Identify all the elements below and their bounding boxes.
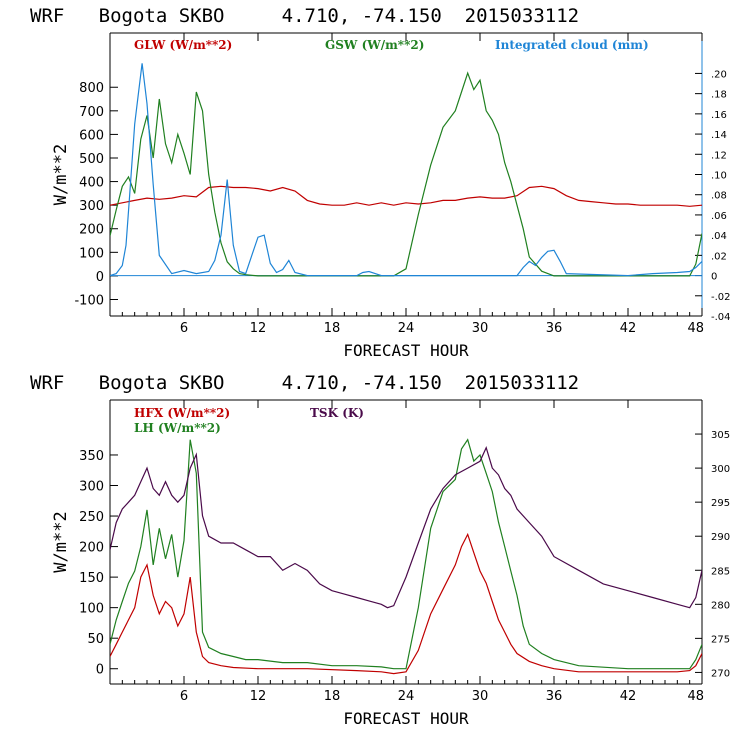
x-tick-label: 30 bbox=[472, 689, 489, 704]
y-tick-label: 100 bbox=[79, 602, 104, 617]
x-axis-label: FORECAST HOUR bbox=[343, 341, 469, 360]
y-tick-label: 300 bbox=[79, 199, 104, 214]
x-tick-label: 30 bbox=[472, 321, 489, 336]
y-right-tick-label: .16 bbox=[711, 110, 727, 121]
y-right-tick-label: .14 bbox=[711, 130, 727, 141]
x-tick-label: 36 bbox=[546, 689, 563, 704]
x-tick-label: 18 bbox=[324, 689, 341, 704]
y-axis-label: W/m**2 bbox=[51, 511, 71, 572]
legend-entry-lh: LH (W/m**2) bbox=[134, 421, 221, 435]
y-tick-label: 0 bbox=[96, 270, 104, 285]
legend-entry-tsk: TSK (K) bbox=[310, 406, 364, 420]
y-right-tick-label: 305 bbox=[711, 430, 730, 441]
y-right-tick-label: 280 bbox=[711, 600, 730, 611]
y-tick-label: 600 bbox=[79, 128, 104, 143]
y-right-tick-label: .10 bbox=[711, 171, 727, 182]
x-tick-label: 12 bbox=[250, 321, 267, 336]
y-right-tick-label: .12 bbox=[711, 150, 727, 161]
y-right-tick-label: .18 bbox=[711, 90, 727, 101]
y-tick-label: 800 bbox=[79, 81, 104, 96]
y-right-tick-label: .06 bbox=[711, 211, 727, 222]
legend-entry-gsw: GSW (W/m**2) bbox=[325, 38, 424, 52]
y-tick-label: 250 bbox=[79, 510, 104, 525]
x-tick-label: 48 bbox=[687, 689, 704, 704]
y-right-tick-label: 285 bbox=[711, 566, 730, 577]
series-line-gsw bbox=[110, 71, 702, 277]
y-right-tick-label: -.04 bbox=[711, 312, 731, 323]
y-right-tick-label: .08 bbox=[711, 191, 727, 202]
x-tick-label: 6 bbox=[180, 689, 188, 704]
y-tick-label: 350 bbox=[79, 449, 104, 464]
y-right-tick-label: -.02 bbox=[711, 292, 731, 303]
chart-panel-2 bbox=[109, 399, 703, 685]
x-tick-label: 36 bbox=[546, 321, 563, 336]
legend-entry-hfx: HFX (W/m**2) bbox=[134, 406, 230, 420]
y-tick-label: 50 bbox=[87, 632, 104, 647]
chart-title: WRF Bogota SKBO 4.710, -74.150 201503311… bbox=[30, 5, 579, 27]
y-right-tick-label: 300 bbox=[711, 464, 730, 475]
y-tick-label: 200 bbox=[79, 541, 104, 556]
y-tick-label: 500 bbox=[79, 152, 104, 167]
series-line-cloud bbox=[110, 63, 702, 277]
legend-entry-cloud: Integrated cloud (mm) bbox=[495, 38, 649, 52]
y-tick-label: 400 bbox=[79, 176, 104, 191]
y-right-tick-label: 275 bbox=[711, 634, 730, 645]
x-tick-label: 18 bbox=[324, 321, 341, 336]
x-axis-label: FORECAST HOUR bbox=[343, 709, 469, 728]
chart-panel-1 bbox=[109, 32, 703, 317]
y-tick-label: -100 bbox=[74, 293, 104, 308]
series-line-glw bbox=[110, 185, 702, 207]
y-tick-label: 700 bbox=[79, 105, 104, 120]
y-right-tick-label: 0 bbox=[711, 272, 717, 283]
series-line-hfx bbox=[110, 532, 702, 675]
y-tick-label: 100 bbox=[79, 246, 104, 261]
y-right-tick-label: .04 bbox=[711, 231, 727, 242]
x-tick-label: 24 bbox=[398, 689, 415, 704]
chart-title: WRF Bogota SKBO 4.710, -74.150 201503311… bbox=[30, 372, 579, 394]
legend-entry-glw: GLW (W/m**2) bbox=[134, 38, 232, 52]
y-tick-label: 200 bbox=[79, 223, 104, 238]
y-right-tick-label: 290 bbox=[711, 532, 730, 543]
y-right-tick-label: .02 bbox=[711, 251, 727, 262]
x-tick-label: 42 bbox=[620, 689, 637, 704]
y-tick-label: 300 bbox=[79, 480, 104, 495]
y-right-tick-label: 295 bbox=[711, 498, 730, 509]
x-tick-label: 12 bbox=[250, 689, 267, 704]
y-tick-label: 150 bbox=[79, 571, 104, 586]
x-tick-label: 48 bbox=[687, 321, 704, 336]
y-tick-label: 0 bbox=[96, 663, 104, 678]
x-tick-label: 6 bbox=[180, 321, 188, 336]
y-right-tick-label: 270 bbox=[711, 668, 730, 679]
series-line-lh bbox=[110, 438, 702, 670]
x-tick-label: 42 bbox=[620, 321, 637, 336]
y-axis-label: W/m**2 bbox=[51, 144, 71, 205]
x-tick-label: 24 bbox=[398, 321, 415, 336]
y-right-tick-label: .20 bbox=[711, 69, 727, 80]
series-line-tsk bbox=[110, 445, 702, 609]
